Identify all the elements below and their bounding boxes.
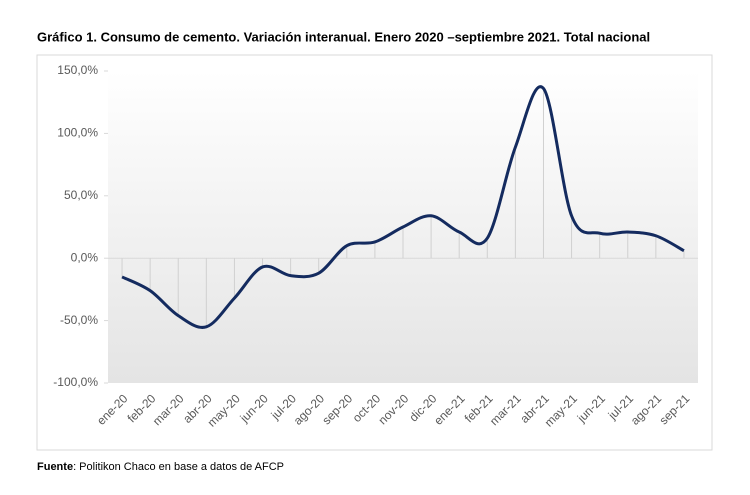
- x-tick-label: sep-21: [656, 391, 692, 427]
- x-tick-label: ago-20: [291, 391, 328, 428]
- x-tick-label: mar-21: [487, 391, 524, 428]
- x-tick-label: mar-20: [150, 391, 187, 428]
- x-tick-label: jun-21: [574, 391, 608, 425]
- x-tick-label: ene-20: [94, 391, 131, 428]
- x-tick-label: ene-21: [431, 391, 468, 428]
- y-tick-label: 50,0%: [64, 188, 98, 202]
- source-text: : Politikon Chaco en base a datos de AFC…: [73, 461, 284, 473]
- chart-title: Gráfico 1. Consumo de cemento. Variación…: [37, 29, 650, 44]
- series-line: [121, 85, 685, 329]
- y-tick-label: 100,0%: [57, 126, 98, 140]
- source-label: Fuente: [37, 461, 73, 473]
- x-tick-label: nov-20: [376, 391, 412, 427]
- chart-frame: [36, 54, 713, 451]
- y-tick-label: 150,0%: [57, 63, 98, 77]
- x-tick-label: jun-20: [237, 391, 271, 425]
- y-tick-label: -100,0%: [53, 375, 98, 389]
- x-tick-label: sep-20: [319, 391, 355, 427]
- y-tick-label: -50,0%: [60, 313, 98, 327]
- x-tick-label: may-20: [205, 391, 243, 429]
- y-tick-label: 0,0%: [71, 250, 99, 264]
- source: Fuente: Politikon Chaco en base a datos …: [37, 461, 284, 473]
- x-tick-label: may-21: [542, 391, 580, 429]
- x-tick-label: ago-21: [628, 391, 665, 428]
